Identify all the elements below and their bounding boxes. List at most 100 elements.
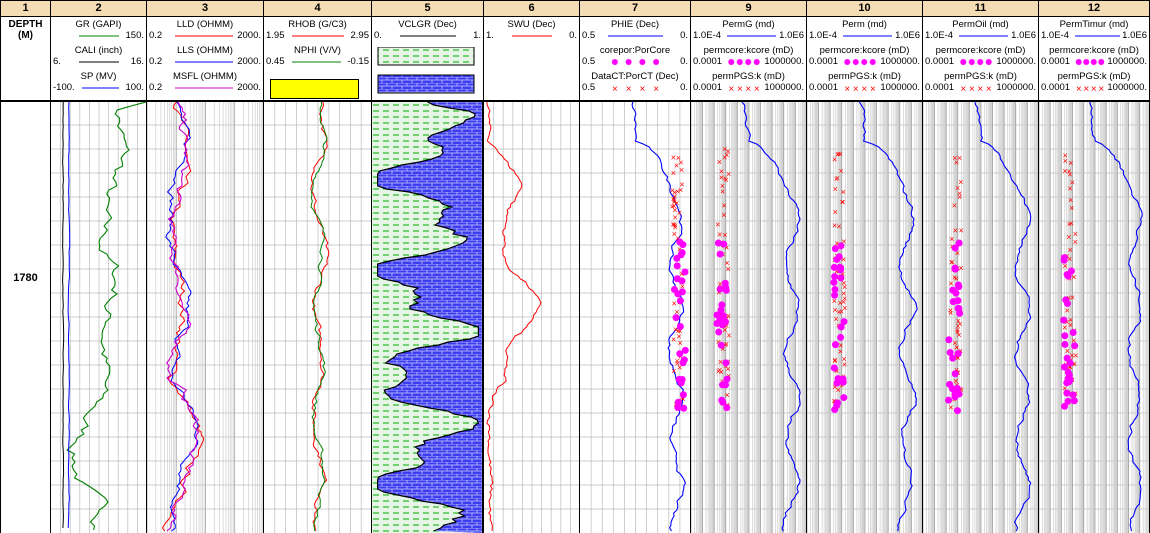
core-x-marker: × [675,187,680,197]
core-x-marker: × [717,157,722,167]
core-x-marker: × [678,185,683,195]
core-dot-marker [952,289,960,297]
core-dot-marker [945,336,953,344]
curve-legend-line [728,59,760,65]
core-x-marker: × [833,184,838,194]
core-x-marker: × [1067,362,1072,372]
core-x-marker: × [1068,362,1073,372]
legend-dot-marker [968,59,975,65]
core-x-marker: × [836,385,841,395]
core-x-marker: × [1070,292,1075,302]
core-x-marker: × [1064,317,1069,327]
depth-axis-unit: (M) [18,30,33,41]
core-dot-marker [1064,272,1072,280]
core-x-marker: × [671,153,676,163]
core-x-marker: × [723,174,728,184]
core-x-marker: × [1066,232,1071,242]
curve-scale-max: 0. [680,30,688,41]
curve-legend-line [79,61,119,63]
core-dot-marker [951,244,959,252]
track-column-2: 2 GR (GAPI) 150. CALI (inch) 6. 16. SP (MV) -10… [50,0,146,533]
core-x-marker: × [842,303,847,313]
legend-x-marker: × [639,84,645,95]
core-x-marker: × [678,157,683,167]
core-x-marker: × [676,326,681,336]
core-dot-marker [837,333,845,341]
core-x-marker: × [670,202,675,212]
track-plot: ××××××××××××××××××××××××××××××××××××××××… [690,102,806,533]
core-x-marker: × [840,197,845,207]
core-x-marker: × [1068,158,1073,168]
curve-legend-line [1075,59,1105,65]
core-x-marker: × [671,194,676,204]
core-x-marker: × [954,274,959,284]
core-x-marker: × [956,330,961,340]
core-x-marker: × [716,367,721,377]
core-x-marker: × [948,279,953,289]
curve-scale-max: 1000000. [1107,82,1147,93]
curve-scale-max: 0. [569,30,577,41]
msfl-curve [165,102,200,532]
curve-legend-line [400,35,456,37]
core-x-marker: × [672,191,677,201]
core-x-marker: × [672,197,677,207]
legend-x-marker: × [1091,84,1097,95]
core-dot-marker [678,277,686,285]
curve-scale-min: 1.0E-4 [1041,30,1069,41]
core-x-marker: × [670,220,675,230]
track-plot-area: ××××××××××××××××××××××××××××××××××××××××… [691,102,806,533]
track-plot [263,102,371,533]
legend-x-marker: × [612,84,618,95]
curve-scale-min: 0.2 [149,30,163,41]
sand-swatch [377,74,475,94]
nphi-curve [310,102,328,532]
core-x-marker: × [724,390,729,400]
core-x-marker: × [677,338,682,348]
curve-name: GR (GAPI) [75,19,122,30]
core-x-marker: × [720,186,725,196]
nphi-fill-swatch [270,79,359,99]
core-x-marker: × [719,172,724,182]
core-x-marker: × [958,346,963,356]
core-x-marker: × [1062,323,1067,333]
track-number: 3 [146,0,263,17]
core-x-marker: × [722,230,727,240]
core-dot-marker [1069,329,1077,337]
core-dot-marker [716,250,724,258]
track-number: 10 [806,0,922,17]
legend-x-marker: × [969,84,975,95]
track-number: 5 [371,0,483,17]
core-x-marker: × [959,226,964,236]
legend-dot-marker [728,59,735,65]
core-dot-marker [722,359,730,367]
core-dot-marker [831,245,839,253]
legend-x-marker: × [1083,84,1089,95]
track-header: RHOB (G/C3) 1.95 2.95 NPHI (V/V) 0.45 -0.15 [263,17,371,102]
core-x-marker: × [674,160,679,170]
curve-legend-line: × × × × [612,84,659,95]
core-dot-marker [946,349,954,357]
core-x-marker: × [1064,305,1069,315]
core-x-marker: × [679,165,684,175]
core-dot-marker [674,398,682,406]
core-x-marker: × [723,340,728,350]
track-header: PermTimur (md) 1.0E-4 1.0E6 permcore:kcore … [1038,17,1149,102]
core-dot-marker [723,375,731,383]
curve-name: LLS (OHMM) [177,45,233,56]
curve-scale-min: 0.45 [266,56,285,67]
core-x-marker: × [673,324,678,334]
core-x-marker: × [715,220,720,230]
core-dot-marker [1070,397,1078,405]
curve-scale-min: 0.0001 [809,82,839,93]
legend-dot-marker [977,59,984,65]
core-x-marker: × [680,281,685,291]
legend-dot-marker [611,59,618,65]
curve-name: permcore:kcore (mD) [819,45,910,56]
curve-name: VCLGR (Dec) [398,19,457,30]
core-dot-marker [955,304,963,312]
core-dot-marker [831,406,839,414]
core-x-marker: × [720,181,725,191]
curve-scale-max: 2.95 [350,30,370,41]
track-number: 7 [579,0,690,17]
